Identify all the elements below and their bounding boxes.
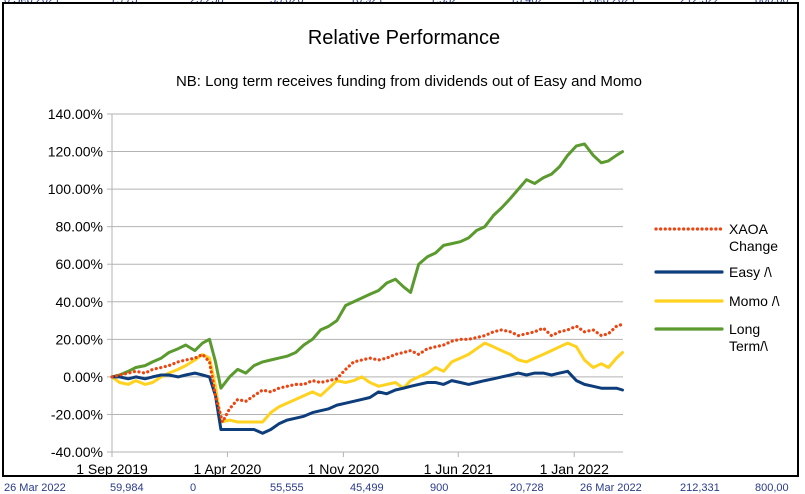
y-tick-label: 100.00%: [48, 181, 103, 197]
axes: -40.00% -20.00% 0.00% 20.00% 40.00% 60.00% 80.…: [48, 106, 623, 475]
spreadsheet-cell: 55,555: [270, 482, 304, 494]
legend: XAOA Change Easy /\ Momo /\ Long Term/\: [654, 221, 780, 354]
y-tick-label: 20.00%: [56, 331, 103, 347]
gridlines: [112, 113, 623, 453]
spreadsheet-cell: 900: [430, 482, 449, 494]
x-tick-label: 1 Nov 2020: [308, 461, 380, 475]
legend-label: Momo /\: [729, 293, 780, 309]
legend-label: Long Term/\: [729, 321, 768, 354]
x-tick-label: 1 Jan 2022: [540, 461, 609, 475]
y-tick-label: 80.00%: [56, 219, 103, 235]
spreadsheet-row-bottom: 26 Mar 2022 59,984 0 55,555 45,499 900 20,728 2…: [0, 482, 805, 494]
chart-title: Relative Performance: [308, 27, 500, 49]
series-line-xaoa-change: [110, 322, 625, 424]
y-tick-label: 140.00%: [48, 106, 103, 122]
spreadsheet-cell: 59,984: [110, 482, 144, 494]
spreadsheet-cell: 20,728: [510, 482, 544, 494]
y-tick-label: -20.00%: [51, 406, 103, 422]
y-tick-label: -40.00%: [51, 444, 103, 460]
y-tick-label: 40.00%: [56, 294, 103, 310]
legend-label: Easy /\: [729, 264, 772, 280]
series-line-easy: [110, 369, 624, 435]
spreadsheet-cell: 800,00: [755, 482, 789, 494]
chart-subtitle: NB: Long term receives funding from divi…: [176, 73, 642, 90]
series-lines: [110, 142, 625, 435]
y-tick-label: 120.00%: [48, 144, 103, 160]
spreadsheet-cell: 26 Mar 2022: [580, 482, 642, 494]
relative-performance-chart: Relative Performance NB: Long term recei…: [48, 27, 780, 475]
x-tick-label: 1 Jun 2021: [424, 461, 493, 475]
spreadsheet-cell: 212,331: [680, 482, 720, 494]
chart-frame[interactable]: Relative Performance NB: Long term recei…: [2, 2, 799, 477]
spreadsheet-cell: 0: [190, 482, 197, 494]
series-line-long-term: [110, 142, 624, 390]
y-tick-label: 60.00%: [56, 256, 103, 272]
series-line-momo: [110, 341, 624, 424]
spreadsheet-cell: 45,499: [350, 482, 384, 494]
x-tick-label: 1 Sep 2019: [76, 461, 148, 475]
y-tick-label: 0.00%: [63, 369, 103, 385]
spreadsheet-cell: 26 Mar 2022: [4, 482, 66, 494]
legend-label: XAOA Change: [729, 221, 778, 254]
x-tick-label: 1 Apr 2020: [194, 461, 262, 475]
